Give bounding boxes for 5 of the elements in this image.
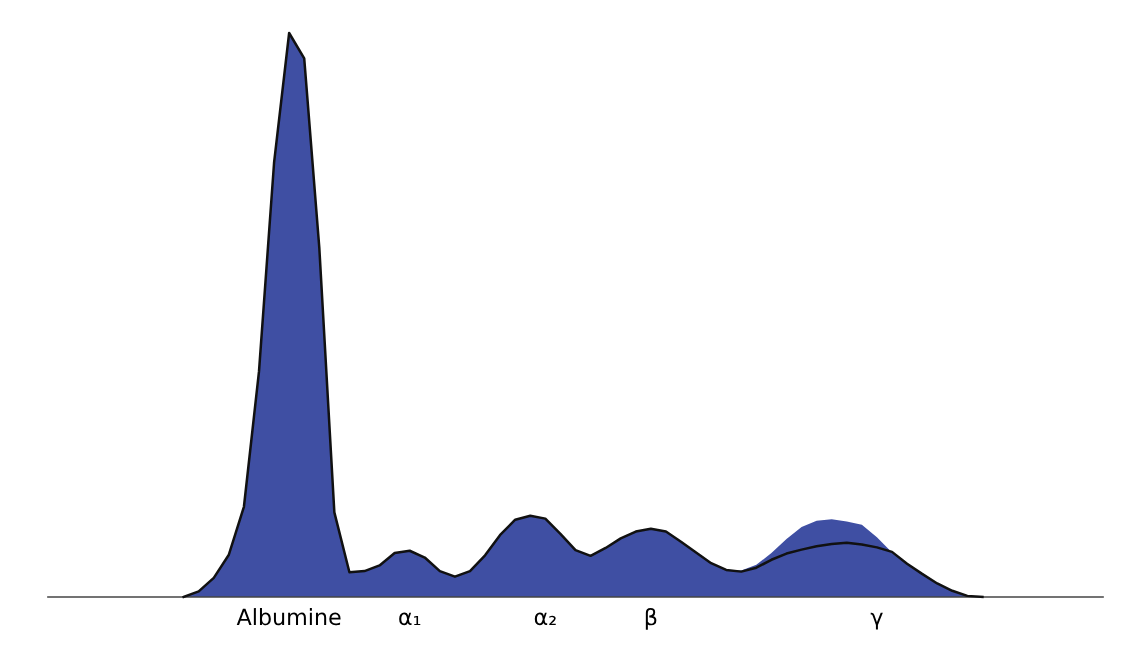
- x-tick-label: γ: [870, 612, 883, 630]
- x-tick-label: α₂: [534, 612, 556, 626]
- x-tick-label: Albumine: [236, 608, 341, 626]
- x-tick-label: α₁: [399, 612, 421, 626]
- x-tick-label: β: [645, 608, 657, 630]
